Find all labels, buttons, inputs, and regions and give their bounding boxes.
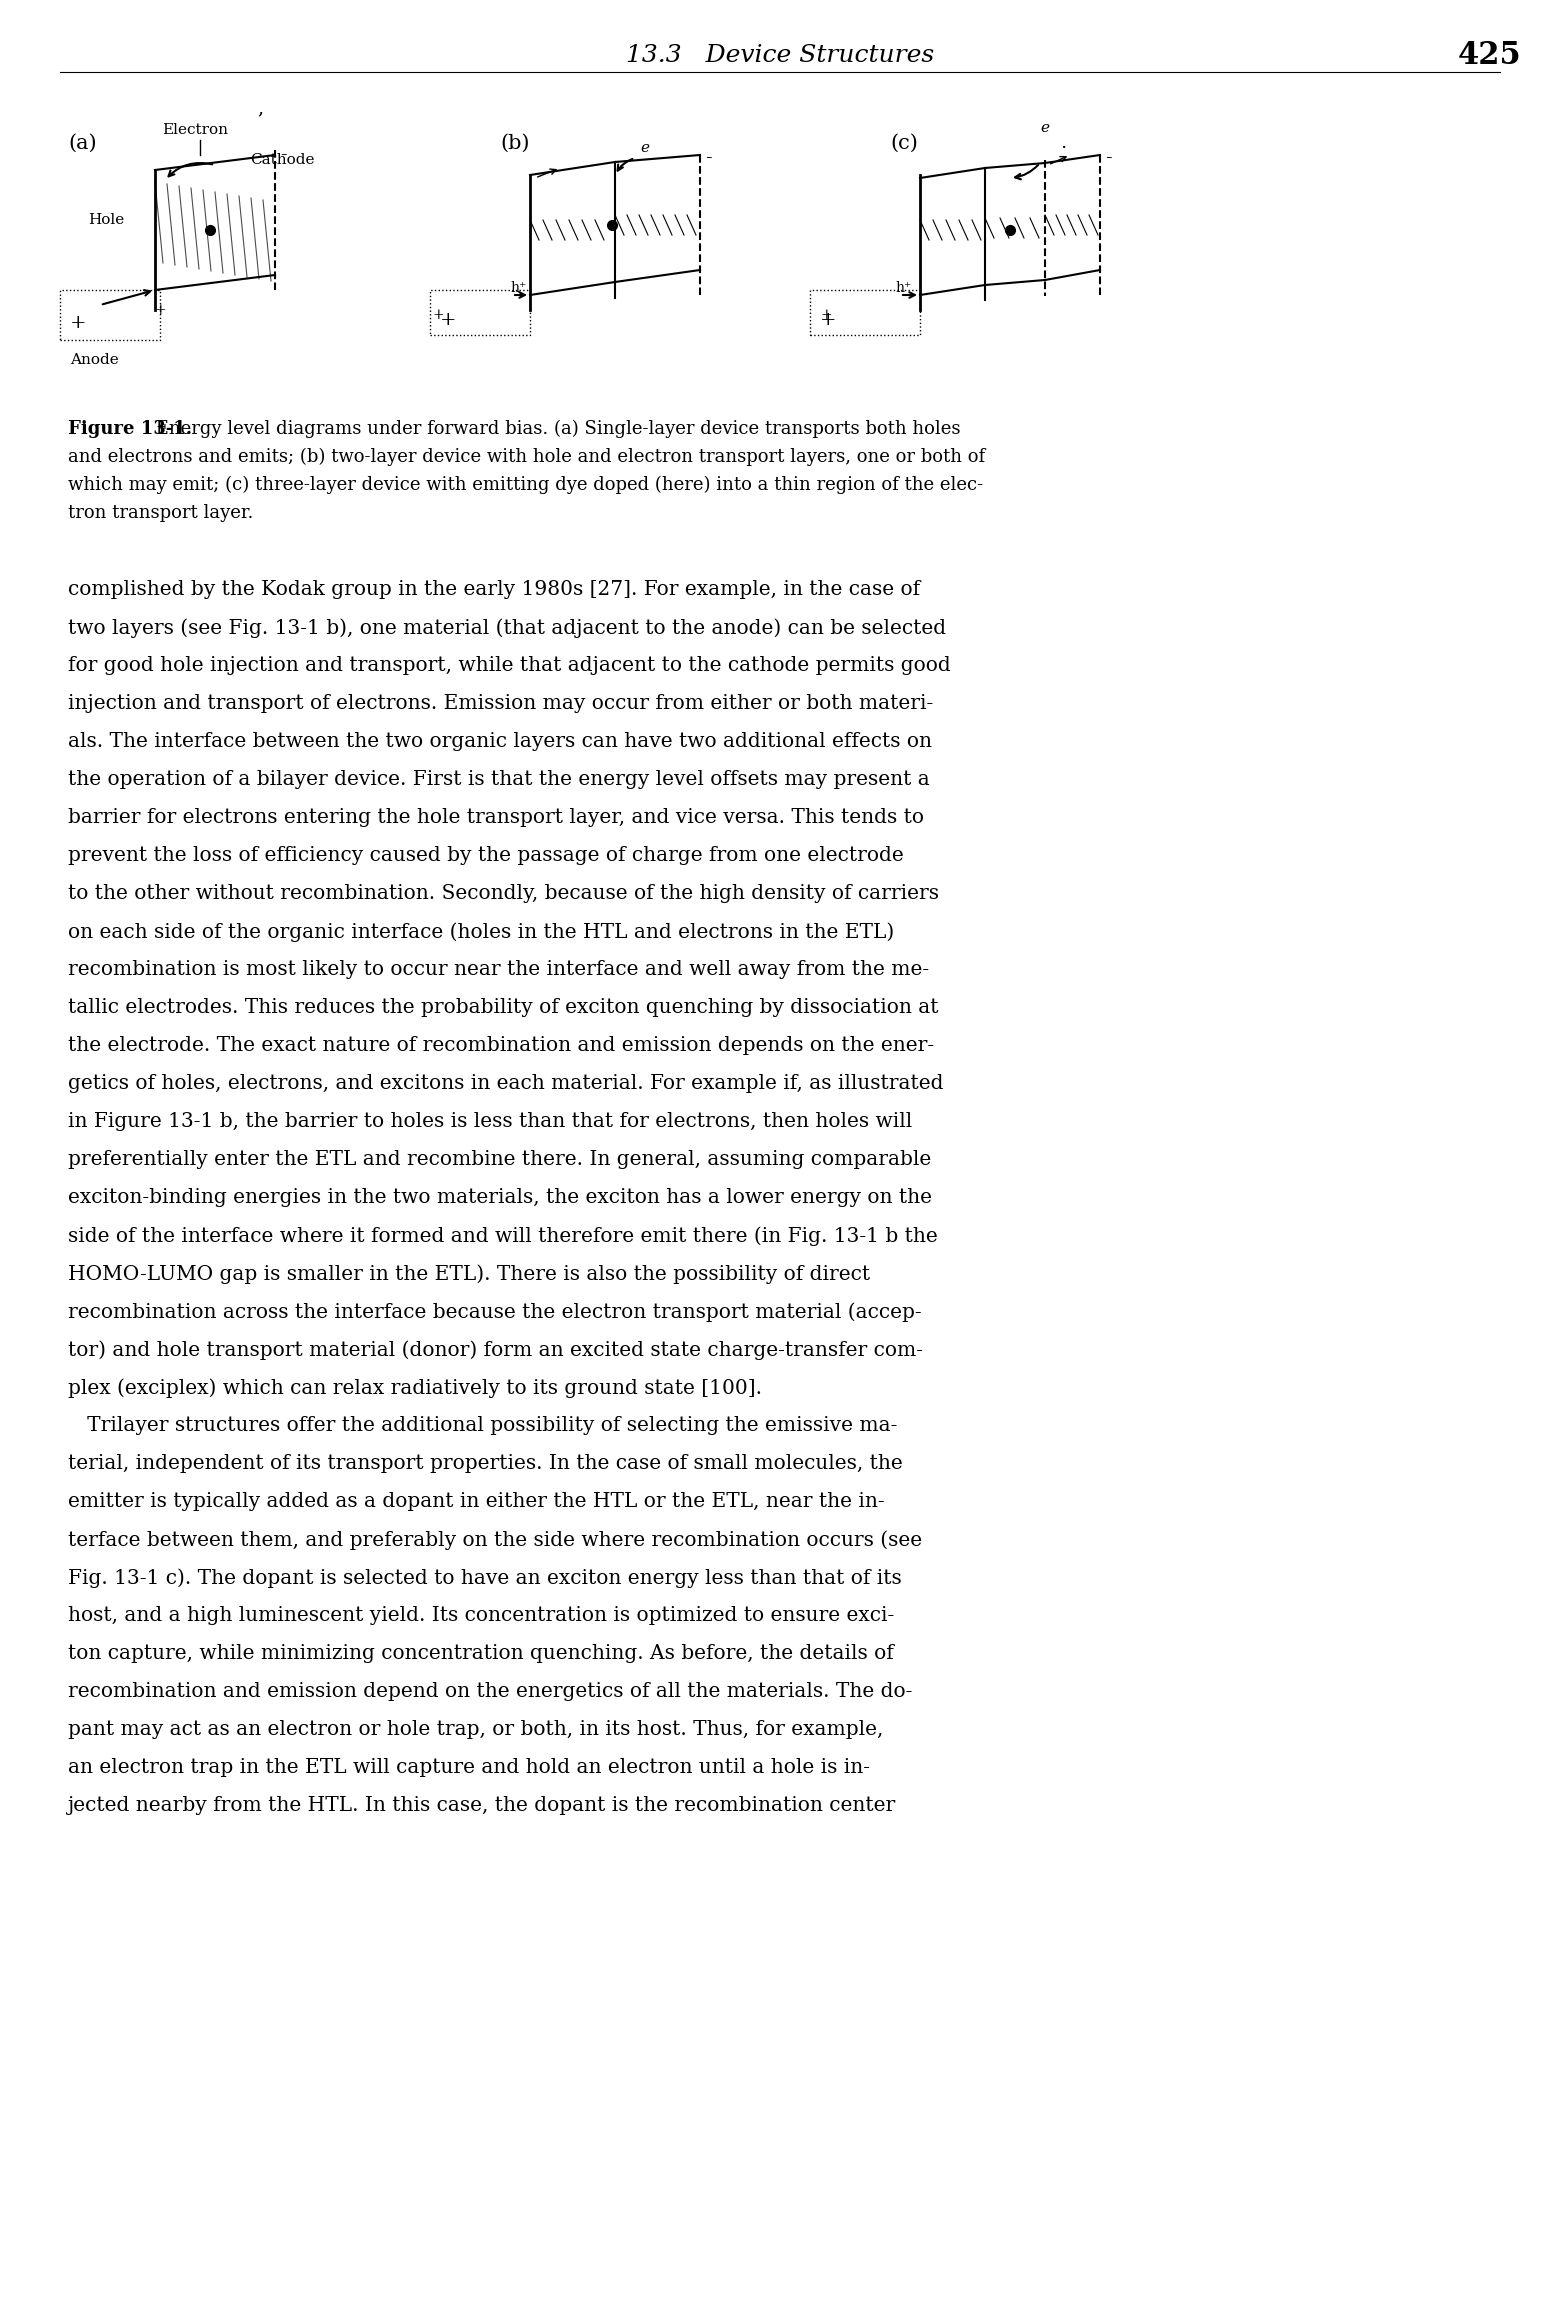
Text: +: + xyxy=(432,309,443,323)
Text: (b): (b) xyxy=(501,132,529,153)
Text: to the other without recombination. Secondly, because of the high density of car: to the other without recombination. Seco… xyxy=(69,883,939,904)
Text: e: e xyxy=(640,142,649,156)
Text: h⁺: h⁺ xyxy=(895,281,911,295)
Text: +: + xyxy=(821,309,831,323)
Text: for good hole injection and transport, while that adjacent to the cathode permit: for good hole injection and transport, w… xyxy=(69,655,950,674)
Text: Energy level diagrams under forward bias. (a) Single-layer device transports bot: Energy level diagrams under forward bias… xyxy=(150,421,959,439)
Text: terface between them, and preferably on the side where recombination occurs (see: terface between them, and preferably on … xyxy=(69,1529,922,1550)
Text: e: e xyxy=(1041,121,1048,135)
Text: recombination across the interface because the electron transport material (acce: recombination across the interface becau… xyxy=(69,1301,922,1322)
Text: (c): (c) xyxy=(891,132,917,153)
Text: Electron: Electron xyxy=(162,123,228,137)
Text: prevent the loss of efficiency caused by the passage of charge from one electrod: prevent the loss of efficiency caused by… xyxy=(69,846,903,865)
Text: 13.3   Device Structures: 13.3 Device Structures xyxy=(626,44,934,67)
Text: plex (exciplex) which can relax radiatively to its ground state [100].: plex (exciplex) which can relax radiativ… xyxy=(69,1378,761,1397)
Text: an electron trap in the ETL will capture and hold an electron until a hole is in: an electron trap in the ETL will capture… xyxy=(69,1757,870,1778)
Text: jected nearby from the HTL. In this case, the dopant is the recombination center: jected nearby from the HTL. In this case… xyxy=(69,1796,897,1815)
Text: injection and transport of electrons. Emission may occur from either or both mat: injection and transport of electrons. Em… xyxy=(69,695,933,713)
Text: Hole: Hole xyxy=(87,214,125,228)
Text: host, and a high luminescent yield. Its concentration is optimized to ensure exc: host, and a high luminescent yield. Its … xyxy=(69,1606,894,1624)
Text: the operation of a bilayer device. First is that the energy level offsets may pr: the operation of a bilayer device. First… xyxy=(69,769,930,790)
Text: HOMO-LUMO gap is smaller in the ETL). There is also the possibility of direct: HOMO-LUMO gap is smaller in the ETL). Th… xyxy=(69,1264,870,1283)
Text: the electrode. The exact nature of recombination and emission depends on the ene: the electrode. The exact nature of recom… xyxy=(69,1037,934,1055)
Text: which may emit; (c) three-layer device with emitting dye doped (here) into a thi: which may emit; (c) three-layer device w… xyxy=(69,476,983,495)
Text: Figure 13-1.: Figure 13-1. xyxy=(69,421,192,437)
FancyBboxPatch shape xyxy=(431,290,530,335)
Text: getics of holes, electrons, and excitons in each material. For example if, as il: getics of holes, electrons, and excitons… xyxy=(69,1074,944,1092)
Text: (a): (a) xyxy=(69,132,97,153)
Text: +: + xyxy=(821,311,836,330)
Text: and electrons and emits; (b) two-layer device with hole and electron transport l: and electrons and emits; (b) two-layer d… xyxy=(69,449,984,467)
Text: recombination and emission depend on the energetics of all the materials. The do: recombination and emission depend on the… xyxy=(69,1683,913,1701)
FancyBboxPatch shape xyxy=(59,290,161,339)
Text: barrier for electrons entering the hole transport layer, and vice versa. This te: barrier for electrons entering the hole … xyxy=(69,809,924,827)
Text: ,: , xyxy=(257,100,264,116)
Text: terial, independent of its transport properties. In the case of small molecules,: terial, independent of its transport pro… xyxy=(69,1455,903,1473)
Text: tron transport layer.: tron transport layer. xyxy=(69,504,253,523)
Text: 425: 425 xyxy=(1459,40,1523,70)
Text: ton capture, while minimizing concentration quenching. As before, the details of: ton capture, while minimizing concentrat… xyxy=(69,1643,894,1664)
Text: -: - xyxy=(279,146,287,165)
Text: exciton-binding energies in the two materials, the exciton has a lower energy on: exciton-binding energies in the two mate… xyxy=(69,1188,931,1206)
Text: preferentially enter the ETL and recombine there. In general, assuming comparabl: preferentially enter the ETL and recombi… xyxy=(69,1150,931,1169)
Text: Fig. 13-1 c). The dopant is selected to have an exciton energy less than that of: Fig. 13-1 c). The dopant is selected to … xyxy=(69,1569,902,1587)
Text: +: + xyxy=(154,302,167,316)
Text: tallic electrodes. This reduces the probability of exciton quenching by dissocia: tallic electrodes. This reduces the prob… xyxy=(69,997,939,1018)
Text: Anode: Anode xyxy=(70,353,119,367)
Text: complished by the Kodak group in the early 1980s [27]. For example, in the case : complished by the Kodak group in the ear… xyxy=(69,581,920,600)
Text: two layers (see Fig. 13-1 b), one material (that adjacent to the anode) can be s: two layers (see Fig. 13-1 b), one materi… xyxy=(69,618,945,637)
Text: side of the interface where it formed and will therefore emit there (in Fig. 13-: side of the interface where it formed an… xyxy=(69,1227,938,1246)
Text: +: + xyxy=(440,311,457,330)
Text: on each side of the organic interface (holes in the HTL and electrons in the ETL: on each side of the organic interface (h… xyxy=(69,923,894,941)
Text: Cathode: Cathode xyxy=(250,153,315,167)
Text: recombination is most likely to occur near the interface and well away from the : recombination is most likely to occur ne… xyxy=(69,960,930,978)
Text: pant may act as an electron or hole trap, or both, in its host. Thus, for exampl: pant may act as an electron or hole trap… xyxy=(69,1720,883,1738)
Text: -: - xyxy=(705,149,711,167)
Text: +: + xyxy=(70,314,86,332)
Text: als. The interface between the two organic layers can have two additional effect: als. The interface between the two organ… xyxy=(69,732,931,751)
Text: .: . xyxy=(1059,135,1065,151)
Text: emitter is typically added as a dopant in either the HTL or the ETL, near the in: emitter is typically added as a dopant i… xyxy=(69,1492,885,1511)
Text: Trilayer structures offer the additional possibility of selecting the emissive m: Trilayer structures offer the additional… xyxy=(69,1415,897,1434)
Text: h⁺: h⁺ xyxy=(510,281,526,295)
FancyBboxPatch shape xyxy=(810,290,920,335)
Text: -: - xyxy=(1104,149,1112,167)
Text: in Figure 13-1 b, the barrier to holes is less than that for electrons, then hol: in Figure 13-1 b, the barrier to holes i… xyxy=(69,1111,913,1132)
Text: tor) and hole transport material (donor) form an excited state charge-transfer c: tor) and hole transport material (donor)… xyxy=(69,1341,924,1360)
